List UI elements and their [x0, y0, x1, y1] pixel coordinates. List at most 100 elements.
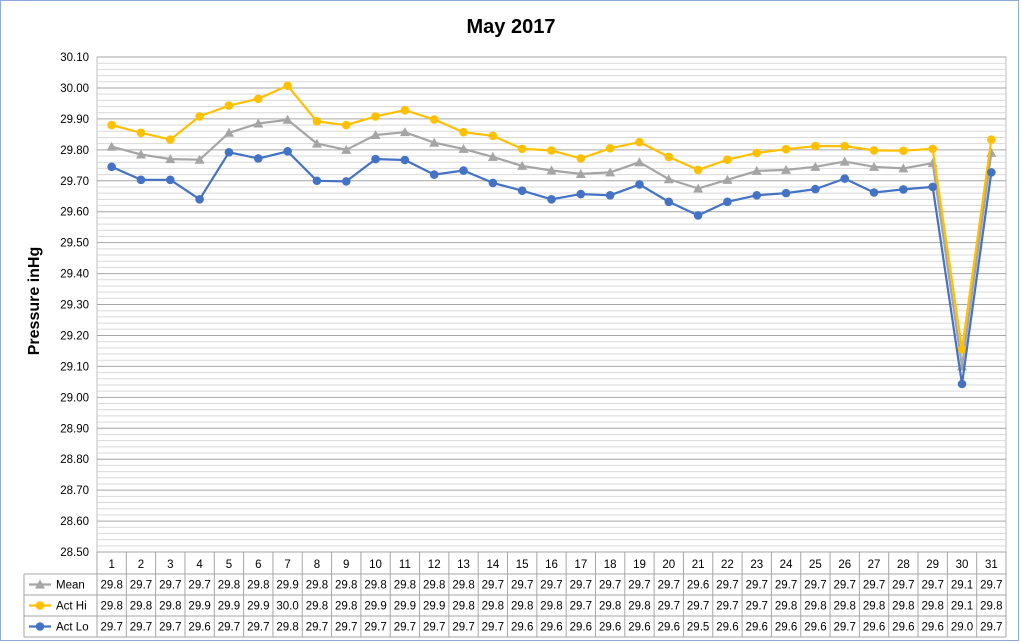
- table-cell: 29.8: [452, 580, 474, 592]
- table-cell: 29.7: [834, 622, 856, 634]
- table-cell: 29.9: [423, 601, 445, 613]
- table-cell: 29.6: [540, 622, 562, 634]
- data-point: [429, 137, 440, 147]
- data-point: [811, 141, 820, 151]
- data-point: [107, 120, 116, 130]
- x-tick-label: 4: [196, 559, 203, 571]
- data-point: [224, 101, 234, 110]
- data-point: [253, 118, 264, 128]
- table-cell: 29.7: [716, 601, 738, 613]
- data-point: [458, 143, 469, 153]
- y-tick-label: 29.30: [60, 300, 89, 312]
- table-cell: 29.8: [452, 601, 474, 613]
- x-tick-label: 12: [428, 559, 441, 571]
- y-tick-label: 29.80: [60, 145, 89, 157]
- table-cell: 29.8: [130, 601, 152, 613]
- y-tick-label: 29.70: [60, 176, 89, 188]
- y-axis-label: Pressure inHg: [26, 247, 43, 355]
- data-point: [751, 165, 762, 175]
- table-cell: 29.7: [570, 580, 592, 592]
- x-tick-label: 14: [486, 559, 499, 571]
- table-cell: 29.8: [306, 601, 328, 613]
- data-point: [547, 146, 556, 155]
- x-tick-label: 17: [574, 559, 587, 571]
- table-cell: 29.7: [364, 622, 386, 634]
- data-point: [663, 174, 674, 184]
- data-point: [781, 188, 791, 198]
- x-tick-label: 15: [516, 559, 529, 571]
- x-tick-label: 6: [255, 559, 261, 571]
- table-cell: 29.7: [218, 622, 240, 634]
- table-cell: 29.8: [218, 580, 240, 592]
- table-cell: 29.1: [951, 601, 973, 613]
- y-tick-label: 28.80: [60, 454, 89, 466]
- data-point: [135, 149, 146, 159]
- data-point: [488, 178, 498, 188]
- table-cell: 29.9: [218, 601, 240, 613]
- table-cell: 29.6: [570, 622, 592, 634]
- table-cell: 29.6: [687, 580, 709, 592]
- data-point: [986, 147, 997, 157]
- table-cell: 29.7: [628, 580, 650, 592]
- data-point: [928, 182, 937, 192]
- data-point: [664, 197, 674, 207]
- data-point: [693, 165, 703, 175]
- table-cell: 30.0: [276, 601, 298, 613]
- x-tick-label: 8: [314, 559, 320, 571]
- data-point: [312, 176, 322, 186]
- data-point: [781, 164, 792, 174]
- data-point: [634, 157, 645, 167]
- table-cell: 29.7: [804, 580, 826, 592]
- table-cell: 29.7: [335, 622, 357, 634]
- data-point: [957, 345, 967, 354]
- x-tick-label: 30: [956, 559, 969, 571]
- data-point: [899, 185, 908, 194]
- y-tick-label: 29.00: [60, 392, 89, 404]
- chart-title: May 2017: [467, 16, 556, 38]
- table-cell: 29.8: [247, 580, 269, 592]
- x-tick-label: 1: [108, 559, 114, 571]
- x-tick-label: 16: [545, 559, 558, 571]
- data-point: [723, 197, 732, 207]
- data-point: [341, 144, 352, 154]
- x-tick-label: 27: [868, 559, 881, 571]
- table-cell: 29.7: [159, 580, 181, 592]
- data-point: [664, 152, 674, 162]
- data-point: [840, 141, 850, 151]
- x-tick-label: 26: [838, 559, 851, 571]
- data-point: [370, 129, 381, 139]
- table-cell: 29.7: [658, 580, 680, 592]
- table-cell: 29.8: [804, 601, 826, 613]
- data-point: [371, 154, 380, 164]
- data-point: [517, 160, 528, 170]
- data-point: [752, 148, 762, 158]
- table-cell: 29.7: [687, 601, 709, 613]
- data-point: [341, 177, 351, 186]
- table-cell: 29.6: [892, 622, 914, 634]
- table-cell: 29.8: [394, 580, 416, 592]
- table-cell: 29.7: [130, 580, 152, 592]
- data-point: [399, 127, 410, 137]
- table-cell: 29.8: [100, 580, 122, 592]
- table-cell: 29.6: [511, 622, 533, 634]
- table-cell: 29.7: [599, 580, 621, 592]
- y-tick-label: 28.60: [60, 516, 89, 528]
- data-point: [811, 184, 820, 194]
- x-tick-label: 23: [750, 559, 763, 571]
- x-tick-label: 2: [138, 559, 144, 571]
- data-point: [635, 137, 644, 147]
- data-point: [839, 156, 850, 166]
- table-cell: 29.7: [188, 580, 210, 592]
- table-cell: 29.7: [540, 580, 562, 592]
- data-point: [987, 135, 996, 144]
- table-cell: 29.7: [892, 580, 914, 592]
- data-point: [987, 168, 996, 177]
- y-tick-label: 29.10: [60, 361, 89, 373]
- data-point: [253, 94, 263, 104]
- data-point: [898, 163, 909, 173]
- table-cell: 29.9: [394, 601, 416, 613]
- table-cell: 29.6: [746, 622, 768, 634]
- series-act-lo: [107, 147, 996, 389]
- legend-key-marker: [35, 622, 45, 631]
- x-tick-label: 7: [284, 559, 290, 571]
